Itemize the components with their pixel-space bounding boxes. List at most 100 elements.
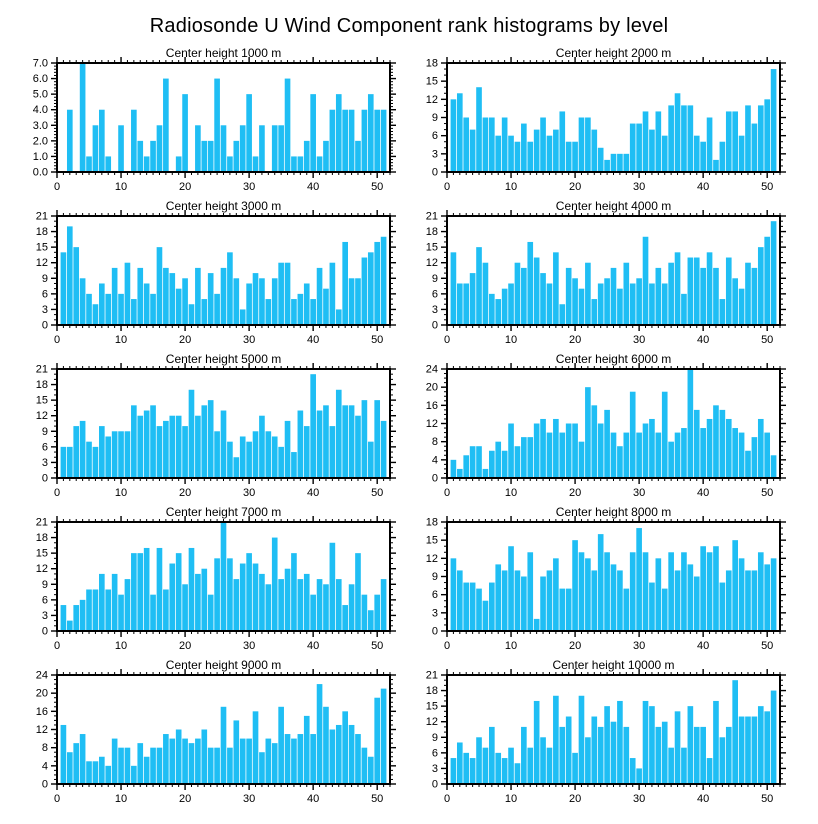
bar-rank-3 <box>463 455 470 478</box>
bar-rank-33 <box>655 267 662 325</box>
y-tick-label: 3 <box>42 610 48 622</box>
axis-labels: 0 10 20 30 40 50 0 3 6 9 12 15 18 21 <box>426 211 774 347</box>
bar-rank-1 <box>450 558 457 631</box>
bar-rank-4 <box>79 734 86 784</box>
bar-rank-35 <box>278 579 284 631</box>
bar-rank-23 <box>591 299 598 325</box>
bar-rank-17 <box>163 589 169 631</box>
bar-rank-32 <box>259 752 265 784</box>
bar-rank-6 <box>92 446 99 478</box>
bar-rank-41 <box>316 410 323 478</box>
bar-rank-5 <box>476 87 482 172</box>
bar-rank-39 <box>303 140 310 172</box>
subplot-cell-5000m: Center height 5000 m 0 10 20 30 40 50 0 3 6 9 12 15… <box>0 352 396 505</box>
subplot-cell-2000m: Center height 2000 m 0 10 20 30 40 50 0 3 6 9 12 15… <box>390 46 818 199</box>
bar-rank-51 <box>770 221 777 325</box>
bar-rank-13 <box>137 267 144 325</box>
bar-rank-44 <box>335 309 342 325</box>
y-tick-label: 0 <box>432 779 438 791</box>
bar-rank-7 <box>489 117 495 172</box>
bar-rank-12 <box>521 437 527 479</box>
bar-rank-8 <box>495 135 502 172</box>
bar-rank-30 <box>246 738 252 784</box>
bar-rank-10 <box>118 594 124 631</box>
bars <box>66 63 387 172</box>
plot-frame <box>446 215 781 326</box>
bar-rank-33 <box>265 584 272 631</box>
y-tick-label: 12 <box>36 563 48 575</box>
y-tick-label: 21 <box>36 211 48 223</box>
x-tick-label: 0 <box>54 793 60 805</box>
bar-rank-40 <box>700 726 706 784</box>
bar-rank-14 <box>143 410 150 478</box>
bar-rank-44 <box>725 726 732 784</box>
bar-rank-37 <box>291 156 297 172</box>
bar-rank-5 <box>476 588 482 631</box>
y-tick-label: 15 <box>426 535 438 547</box>
bar-rank-16 <box>546 135 553 172</box>
bar-rank-15 <box>150 405 156 478</box>
x-tick-label: 30 <box>633 334 645 346</box>
x-tick-label: 30 <box>243 793 255 805</box>
bar-rank-25 <box>604 706 610 784</box>
bar-rank-6 <box>92 589 99 631</box>
y-tick-label: 4 <box>42 760 48 772</box>
bar-rank-28 <box>233 140 240 172</box>
bar-rank-41 <box>316 579 323 631</box>
bar-rank-20 <box>182 278 188 325</box>
bar-rank-2 <box>456 570 463 631</box>
bar-rank-24 <box>597 726 604 784</box>
y-tick-label: 21 <box>36 364 48 376</box>
bar-rank-18 <box>559 111 566 172</box>
bars <box>450 221 777 325</box>
x-tick-label: 20 <box>179 181 191 193</box>
bar-rank-27 <box>617 570 623 631</box>
subplot-title-5000m: Center height 5000 m <box>165 352 282 366</box>
y-tick-label: 4 <box>432 454 438 466</box>
bar-rank-26 <box>220 125 227 172</box>
bar-rank-30 <box>246 553 252 631</box>
bar-rank-10 <box>508 135 514 172</box>
bar-rank-2 <box>456 468 463 478</box>
bar-rank-17 <box>163 78 169 172</box>
y-tick-label: 9 <box>432 571 438 583</box>
x-tick-label: 10 <box>505 487 517 499</box>
bar-rank-23 <box>591 570 598 631</box>
bar-rank-32 <box>649 418 655 478</box>
bar-rank-21 <box>578 441 585 478</box>
bar-rank-43 <box>719 409 726 479</box>
y-tick-label: 6 <box>432 130 438 142</box>
bar-rank-2 <box>456 742 463 784</box>
bar-rank-43 <box>719 582 726 631</box>
bar-rank-9 <box>501 570 508 631</box>
bar-rank-45 <box>342 241 348 325</box>
y-tick-label: 15 <box>36 242 48 254</box>
bar-rank-12 <box>131 299 137 325</box>
x-tick-label: 10 <box>115 487 127 499</box>
bar-rank-42 <box>713 405 719 478</box>
bar-rank-20 <box>182 738 188 784</box>
bar-rank-45 <box>732 278 738 325</box>
bar-rank-19 <box>175 729 182 784</box>
y-tick-label: 18 <box>426 58 438 70</box>
bars <box>60 226 387 325</box>
bar-rank-45 <box>732 428 738 478</box>
bar-rank-9 <box>111 573 118 631</box>
bar-rank-49 <box>757 706 764 784</box>
bar-rank-4 <box>79 278 86 325</box>
x-tick-label: 40 <box>697 334 709 346</box>
x-tick-label: 40 <box>697 181 709 193</box>
bar-rank-34 <box>271 537 278 631</box>
bar-rank-32 <box>649 129 655 172</box>
plot-frame <box>56 368 391 479</box>
bar-rank-31 <box>252 563 259 631</box>
bar-rank-38 <box>297 410 304 478</box>
bars <box>60 684 387 785</box>
bar-rank-36 <box>284 420 291 478</box>
bar-rank-7 <box>99 756 105 784</box>
y-tick-label: 9 <box>42 579 48 591</box>
x-tick-label: 50 <box>761 487 773 499</box>
bar-rank-33 <box>265 738 272 784</box>
bar-rank-14 <box>143 283 150 325</box>
